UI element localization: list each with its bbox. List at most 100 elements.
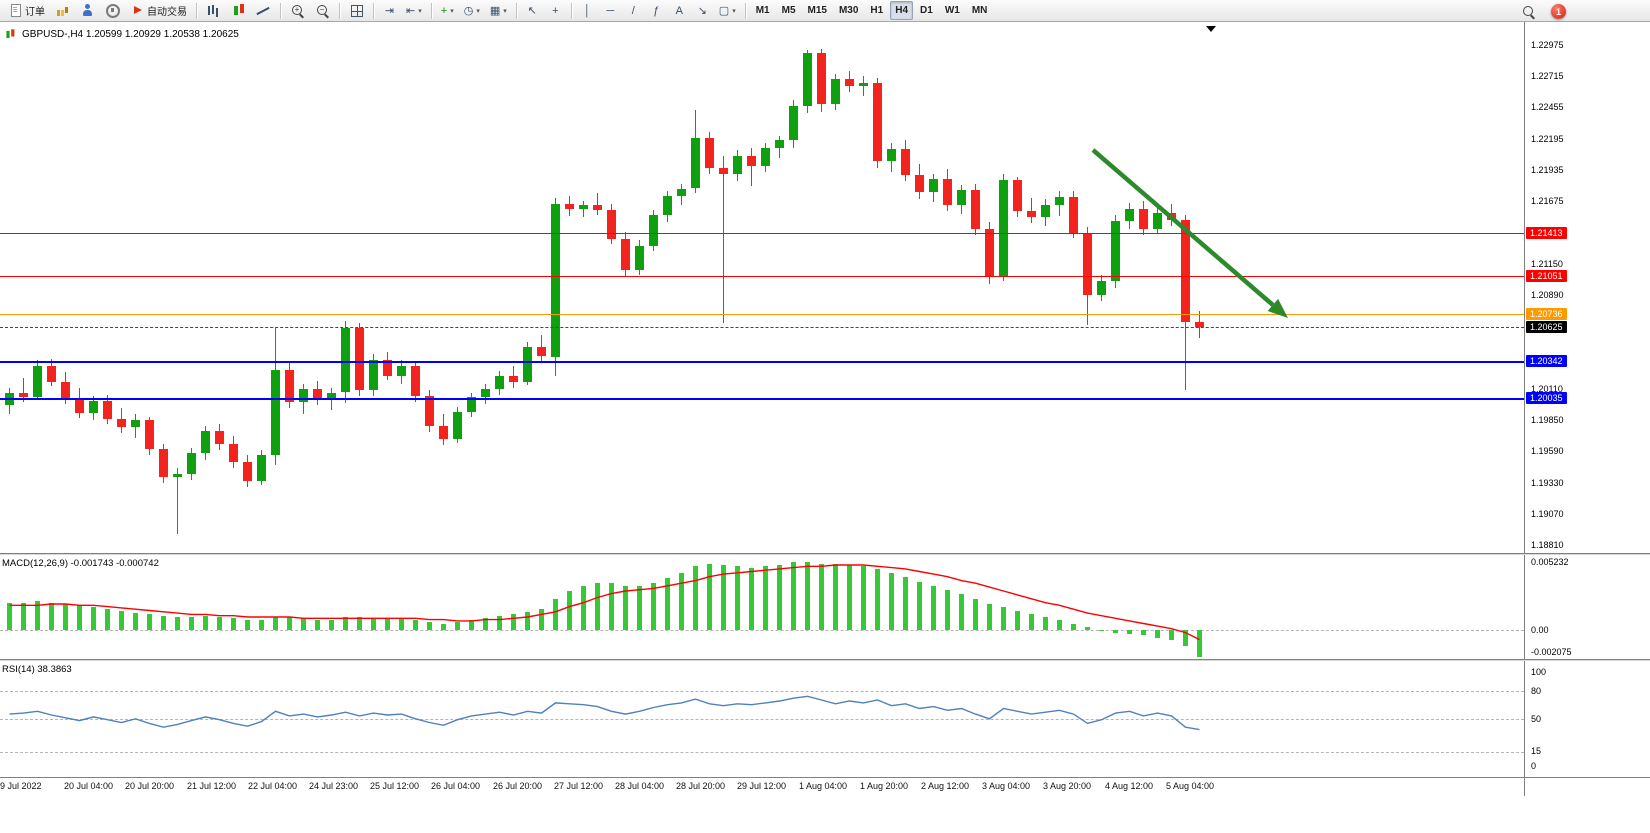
level-line[interactable] xyxy=(0,314,1524,315)
text-button[interactable]: A xyxy=(669,1,690,20)
timeframe-h1-button[interactable]: H1 xyxy=(865,1,888,20)
macd-histogram-bar xyxy=(693,566,698,630)
timeframe-w1-button[interactable]: W1 xyxy=(940,1,965,20)
rsi-guide-line xyxy=(0,751,1524,753)
market-watch-button[interactable] xyxy=(76,1,99,20)
macd-histogram-bar xyxy=(189,617,194,630)
bar-chart-button[interactable] xyxy=(202,1,225,20)
auto-scroll-button[interactable]: ⇥ xyxy=(379,1,400,20)
tile-windows-button[interactable] xyxy=(345,1,368,20)
templates-button[interactable]: ▦ ▾ xyxy=(486,1,511,20)
horizontal-line-button[interactable]: ─ xyxy=(600,1,621,20)
timeframe-m1-button[interactable]: M1 xyxy=(751,1,775,20)
bar-chart-icon xyxy=(206,3,221,18)
rsi-panel: RSI(14) 38.3863 100 80 50 15 0 xyxy=(0,661,1650,777)
search-button[interactable] xyxy=(1517,2,1540,21)
timeframe-d1-button[interactable]: D1 xyxy=(915,1,938,20)
macd-label: MACD(12,26,9) -0.001743 -0.000742 xyxy=(2,558,159,569)
trend-arrow-annotation[interactable] xyxy=(0,22,1524,553)
macd-plot[interactable]: MACD(12,26,9) -0.001743 -0.000742 xyxy=(0,555,1524,659)
macd-histogram-bar xyxy=(413,619,418,630)
candle xyxy=(215,431,224,445)
rsi-axis[interactable]: 100 80 50 15 0 xyxy=(1524,661,1650,777)
macd-splitter[interactable] xyxy=(0,553,1650,555)
macd-histogram-bar xyxy=(623,585,628,630)
vertical-line-button[interactable]: │ xyxy=(577,1,598,20)
macd-histogram-bar xyxy=(273,617,278,630)
candle xyxy=(845,79,854,87)
candle xyxy=(565,204,574,209)
price-axis[interactable]: 1.21413 1.21051 1.20736 1.20625 1.20342 1.200… xyxy=(1524,22,1650,553)
candle xyxy=(817,52,826,105)
level-line[interactable] xyxy=(0,327,1524,328)
auto-trading-button[interactable]: 自动交易 xyxy=(126,1,191,20)
zoom-out-button[interactable] xyxy=(311,1,334,20)
shapes-button[interactable]: ▢ ▾ xyxy=(715,1,740,20)
macd-histogram-bar xyxy=(357,617,362,630)
macd-histogram-bar xyxy=(959,593,964,630)
zoom-in-button[interactable] xyxy=(286,1,309,20)
price-level-badge: 1.20035 xyxy=(1526,392,1567,404)
candle xyxy=(579,205,588,209)
price-plot[interactable]: GBPUSD-,H4 1.20599 1.20929 1.20538 1.206… xyxy=(0,22,1524,553)
chart-shift-button[interactable]: ⇤ ▾ xyxy=(402,1,426,20)
macd-histogram-bar xyxy=(35,601,40,630)
periods-button[interactable]: ◷ ▾ xyxy=(460,1,484,20)
time-axis[interactable]: 19 Jul 2022 20 Jul 04:00 20 Jul 20:00 21 Ju… xyxy=(0,777,1650,796)
crosshair-button[interactable]: + xyxy=(545,1,566,20)
level-line[interactable] xyxy=(0,398,1524,400)
new-order-button[interactable]: 订单 xyxy=(4,1,49,20)
candle xyxy=(481,388,490,398)
price-chart-panel: GBPUSD-,H4 1.20599 1.20929 1.20538 1.206… xyxy=(0,22,1650,553)
timeframe-m30-button[interactable]: M30 xyxy=(834,1,863,20)
macd-histogram-bar xyxy=(1141,630,1146,636)
macd-axis-label: -0.002075 xyxy=(1531,647,1572,657)
candle xyxy=(257,455,266,482)
indicators-button[interactable]: + ▾ xyxy=(437,1,458,20)
macd-histogram-bar xyxy=(497,615,502,630)
candle xyxy=(621,238,630,271)
level-line[interactable] xyxy=(0,233,1524,234)
time-axis-label: 25 Jul 12:00 xyxy=(370,781,420,791)
arrows-button[interactable]: ↘ xyxy=(692,1,713,20)
time-axis-label: 1 Aug 04:00 xyxy=(799,781,848,791)
macd-zero-line xyxy=(0,630,1524,631)
level-line[interactable] xyxy=(0,276,1524,277)
candle xyxy=(75,399,84,413)
macd-axis[interactable]: 0.005232 0.00 -0.002075 xyxy=(1524,555,1650,659)
macd-histogram-bar xyxy=(567,591,572,630)
timeframe-mn-button[interactable]: MN xyxy=(967,1,993,20)
time-axis-label: 22 Jul 04:00 xyxy=(248,781,298,791)
text-icon: A xyxy=(675,4,683,17)
trendline-button[interactable]: / xyxy=(623,1,644,20)
candlestick-chart-button[interactable] xyxy=(227,1,250,20)
notifications-badge[interactable]: 1 xyxy=(1551,4,1566,19)
macd-histogram-bar xyxy=(987,604,992,630)
macd-histogram-bar xyxy=(917,581,922,630)
timeframe-mn-button-label: MN xyxy=(971,5,988,16)
templates-icon: ▦ xyxy=(489,4,501,17)
rsi-splitter[interactable] xyxy=(0,659,1650,661)
macd-histogram-bar xyxy=(679,572,684,630)
macd-histogram-bar xyxy=(819,563,824,630)
navigator-button[interactable] xyxy=(101,1,124,20)
candlestick-chart-icon xyxy=(231,3,246,18)
macd-histogram-bar xyxy=(455,622,460,630)
time-axis-label: 24 Jul 23:00 xyxy=(309,781,359,791)
candle xyxy=(467,397,476,412)
macd-histogram-bar xyxy=(1197,630,1202,657)
price-axis-label: 1.19070 xyxy=(1531,509,1564,519)
macd-histogram-bar xyxy=(469,619,474,630)
timeframe-m15-button[interactable]: M15 xyxy=(803,1,832,20)
level-line[interactable] xyxy=(0,361,1524,363)
line-chart-button[interactable] xyxy=(252,1,275,20)
fibonacci-button[interactable]: ƒ xyxy=(646,1,667,20)
macd-histogram-bar xyxy=(1183,630,1188,646)
candle xyxy=(1055,196,1064,206)
rsi-plot[interactable]: RSI(14) 38.3863 xyxy=(0,661,1524,777)
timeframe-h4-button[interactable]: H4 xyxy=(890,1,914,20)
timeframe-m5-button[interactable]: M5 xyxy=(777,1,801,20)
new-chart-button[interactable] xyxy=(51,1,74,20)
cursor-button[interactable]: ↖ xyxy=(522,1,543,20)
price-level-badge: 1.21413 xyxy=(1526,227,1567,239)
